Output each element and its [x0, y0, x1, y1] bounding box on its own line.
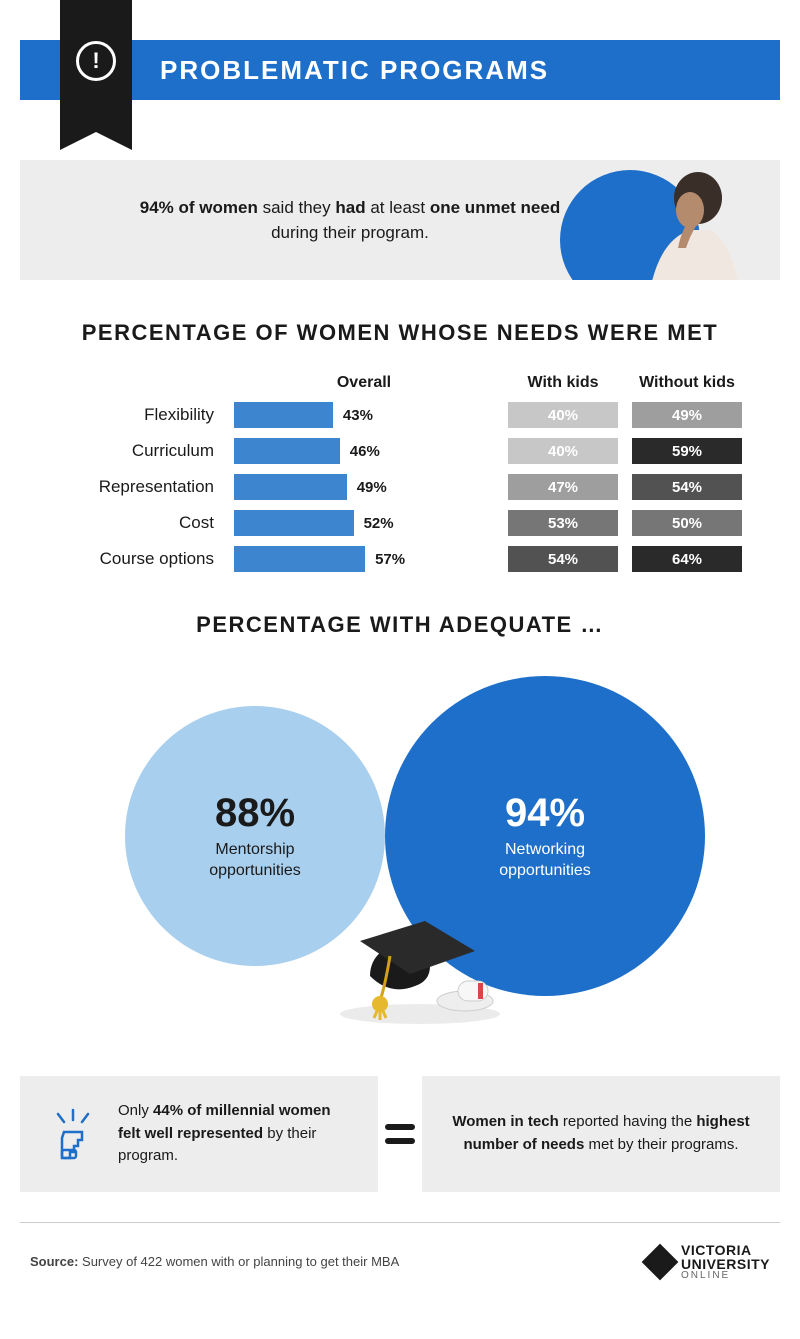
footer: Source: Survey of 422 women with or plan…: [20, 1222, 780, 1311]
row-label: Flexibility: [60, 405, 220, 425]
with-kids-cell: 53%: [508, 510, 618, 536]
with-kids-cell: 54%: [508, 546, 618, 572]
graduation-cap-icon: [330, 886, 510, 1026]
bar: 52%: [234, 510, 494, 536]
circles-section: 88% Mentorshipopportunities 94% Networki…: [40, 666, 760, 1046]
key-stat-panel: 94% of women said they had at least one …: [20, 160, 780, 280]
bar: 43%: [234, 402, 494, 428]
without-kids-cell: 50%: [632, 510, 742, 536]
row-label: Representation: [60, 477, 220, 497]
title-band: PROBLEMATIC PROGRAMS: [20, 40, 780, 100]
header: PROBLEMATIC PROGRAMS !: [0, 0, 800, 120]
without-kids-cell: 64%: [632, 546, 742, 572]
exclamation-icon: !: [76, 41, 116, 81]
diamond-icon: [642, 1243, 679, 1280]
mentorship-pct: 88%: [215, 791, 295, 836]
page-title: PROBLEMATIC PROGRAMS: [160, 55, 549, 86]
alert-ribbon: !: [60, 0, 132, 150]
mentorship-label: Mentorshipopportunities: [209, 840, 301, 882]
callout-left: Only 44% of millennial women felt well r…: [20, 1076, 378, 1192]
without-kids-cell: 59%: [632, 438, 742, 464]
chart-title: PERCENTAGE OF WOMEN WHOSE NEEDS WERE MET: [0, 320, 800, 346]
col-with-kids: With kids: [508, 374, 618, 392]
row-label: Cost: [60, 513, 220, 533]
key-stat-text: 94% of women said they had at least one …: [120, 195, 580, 246]
vu-logo: VICTORIA UNIVERSITY ONLINE: [647, 1243, 770, 1281]
callout-right-text: Women in tech reported having the highes…: [450, 1111, 752, 1156]
with-kids-cell: 40%: [508, 402, 618, 428]
networking-pct: 94%: [505, 791, 585, 836]
callout-right: Women in tech reported having the highes…: [422, 1076, 780, 1192]
with-kids-cell: 40%: [508, 438, 618, 464]
callouts-row: Only 44% of millennial women felt well r…: [20, 1076, 780, 1192]
row-label: Curriculum: [60, 441, 220, 461]
networking-label: Networkingopportunities: [499, 840, 591, 882]
without-kids-cell: 49%: [632, 402, 742, 428]
row-label: Course options: [60, 549, 220, 569]
with-kids-cell: 47%: [508, 474, 618, 500]
without-kids-cell: 54%: [632, 474, 742, 500]
bar: 49%: [234, 474, 494, 500]
callout-left-text: Only 44% of millennial women felt well r…: [118, 1100, 350, 1168]
source-line: Source: Survey of 422 women with or plan…: [30, 1254, 399, 1269]
bar: 57%: [234, 546, 494, 572]
col-without-kids: Without kids: [632, 374, 742, 392]
circles-title: PERCENTAGE WITH ADEQUATE …: [0, 612, 800, 638]
stat-pct: 94% of women: [140, 198, 258, 217]
needs-chart: Overall With kids Without kids Flexibili…: [60, 374, 740, 572]
fist-icon: [48, 1106, 98, 1162]
bar: 46%: [234, 438, 494, 464]
equals-icon: [390, 1076, 410, 1192]
woman-illustration: [590, 170, 750, 280]
col-overall: Overall: [234, 374, 494, 392]
